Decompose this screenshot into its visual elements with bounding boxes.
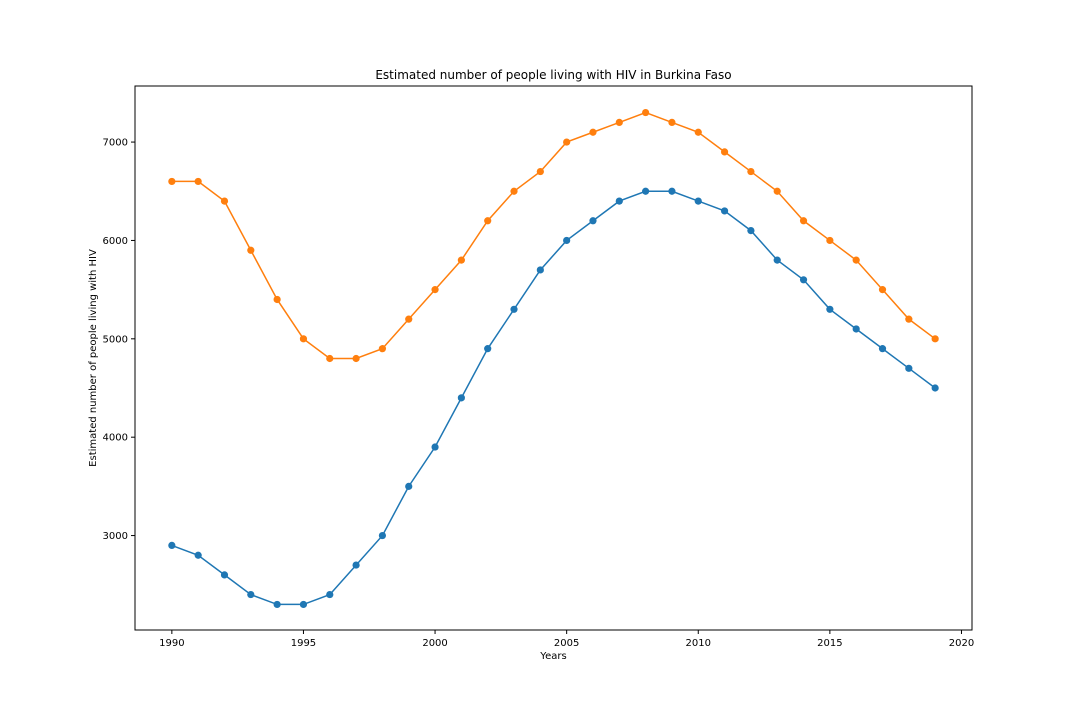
data-point [536,167,544,176]
data-point [668,118,676,126]
data-point [563,138,571,146]
series-2 [168,108,939,363]
data-point [194,177,202,186]
data-point [457,394,465,402]
data-point [431,443,439,451]
data-point [799,217,808,225]
data-point [484,217,492,225]
data-point [168,541,176,549]
data-point [589,128,597,136]
data-point [247,590,255,599]
data-point [273,600,281,609]
data-point [694,197,702,205]
chart-title: Estimated number of people living with H… [375,68,731,82]
data-point [720,207,729,215]
data-point [405,482,413,490]
plot-series [168,108,939,609]
data-point [773,187,781,195]
data-point [905,364,913,372]
x-tick-label: 2005 [554,638,579,649]
series-line [171,190,936,606]
data-point [747,167,755,176]
x-tick-label: 1995 [291,638,316,649]
data-point [589,217,597,225]
data-point [878,286,887,294]
x-tick-label: 2000 [422,638,447,649]
x-axis-ticks: 1990 1995 2000 2005 2010 2015 2020 [159,630,974,649]
data-point [405,315,413,323]
plot-frame [134,85,973,631]
data-point [220,571,229,579]
data-point [773,256,781,264]
data-point [642,187,650,195]
data-point [352,354,360,363]
data-point [931,384,939,392]
data-point [273,295,281,304]
data-point [642,108,650,117]
data-point [299,335,308,343]
data-point [852,325,860,333]
data-point [668,187,676,195]
data-point [431,286,439,294]
data-point [852,256,860,264]
x-tick-label: 2015 [817,638,842,649]
data-point [352,561,360,569]
series-1 [168,187,939,609]
data-point [220,197,229,205]
y-axis-ticks: 3000 4000 5000 6000 7000 [103,138,135,542]
y-tick-label: 5000 [103,334,128,345]
data-point [168,177,176,186]
data-point [615,118,623,126]
data-point [247,246,255,254]
data-point [378,345,387,353]
data-point [905,315,913,323]
data-point [747,227,755,235]
y-axis-label: Estimated number of people living with H… [88,249,99,467]
y-tick-label: 7000 [103,138,128,149]
data-point [484,345,492,353]
data-point [826,305,834,313]
data-point [457,256,465,264]
x-tick-label: 2010 [686,638,711,649]
x-tick-label: 2020 [949,638,974,649]
y-tick-label: 3000 [103,531,128,542]
data-point [299,600,308,609]
data-point [510,187,518,195]
y-tick-label: 6000 [103,236,128,247]
y-tick-label: 4000 [103,433,128,444]
data-point [799,276,808,284]
data-point [931,335,939,343]
data-point [326,354,334,363]
data-point [720,148,729,156]
x-tick-label: 1990 [159,638,184,649]
data-point [878,345,887,353]
series-line [171,111,936,360]
x-axis-label: Years [539,651,566,662]
data-point [194,551,202,559]
data-point [536,266,544,274]
data-point [694,128,702,136]
data-point [326,590,334,599]
data-point [826,236,834,245]
data-point [615,197,623,205]
data-point [563,236,571,245]
data-point [510,305,518,313]
data-point [378,531,387,540]
